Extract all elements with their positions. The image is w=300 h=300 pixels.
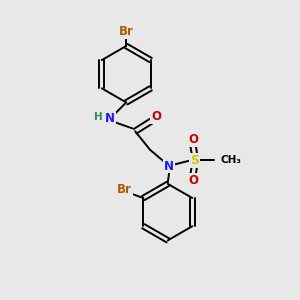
Text: CH₃: CH₃ (221, 155, 242, 165)
Text: O: O (188, 174, 198, 188)
Text: S: S (190, 154, 199, 166)
Text: O: O (151, 110, 161, 123)
Text: H: H (94, 112, 103, 122)
Text: N: N (164, 160, 174, 172)
Text: Br: Br (119, 25, 134, 38)
Text: N: N (105, 112, 115, 125)
Text: Br: Br (117, 183, 132, 196)
Text: O: O (188, 133, 198, 146)
